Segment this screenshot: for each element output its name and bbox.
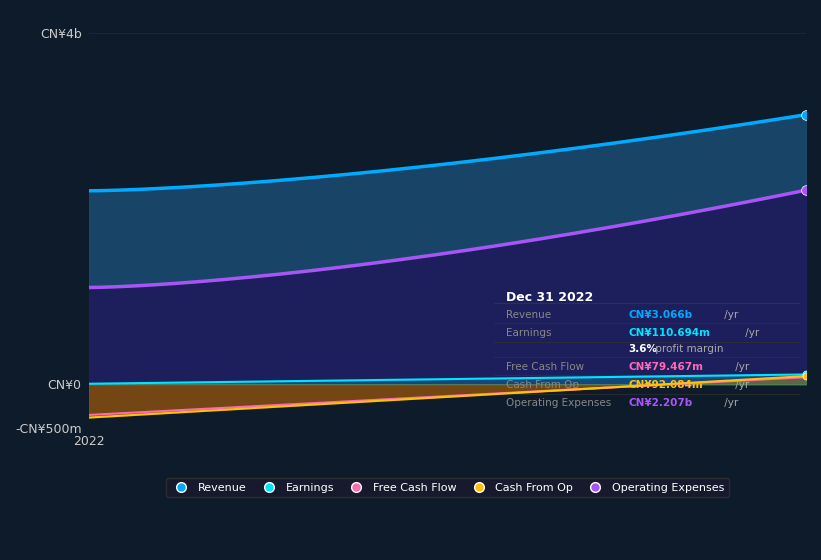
Legend: Revenue, Earnings, Free Cash Flow, Cash From Op, Operating Expenses: Revenue, Earnings, Free Cash Flow, Cash … <box>166 478 729 497</box>
